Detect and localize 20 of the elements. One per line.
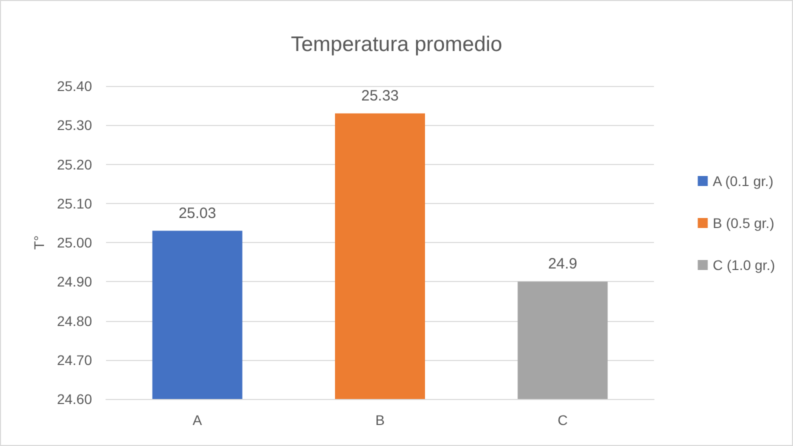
data-label: 24.9 [548, 256, 578, 273]
y-tick-label: 25.40 [56, 78, 92, 94]
x-tick-label: C [558, 412, 568, 428]
y-tick-label: 25.30 [56, 117, 92, 134]
y-tick-label: 24.60 [56, 391, 92, 407]
y-tick-label: 25.10 [56, 195, 92, 212]
x-tick-label: B [375, 412, 385, 428]
y-tick-label: 24.90 [56, 274, 92, 290]
legend-label: C (1.0 gr.) [712, 257, 776, 273]
chart-title: Temperatura promedio [290, 33, 502, 56]
y-tick-label: 25.00 [56, 234, 92, 250]
x-tick-label: A [192, 412, 203, 428]
y-tick-label: 24.70 [56, 352, 92, 368]
y-tick-label: 24.80 [56, 312, 92, 329]
y-tick-label: 25.20 [56, 156, 92, 172]
legend-label: A (0.1 gr.) [712, 173, 774, 189]
y-axis-title: T° [31, 235, 48, 250]
legend-label: B (0.5 gr.) [712, 215, 774, 231]
data-label: 25.03 [178, 204, 216, 222]
data-label: 25.33 [361, 87, 399, 104]
